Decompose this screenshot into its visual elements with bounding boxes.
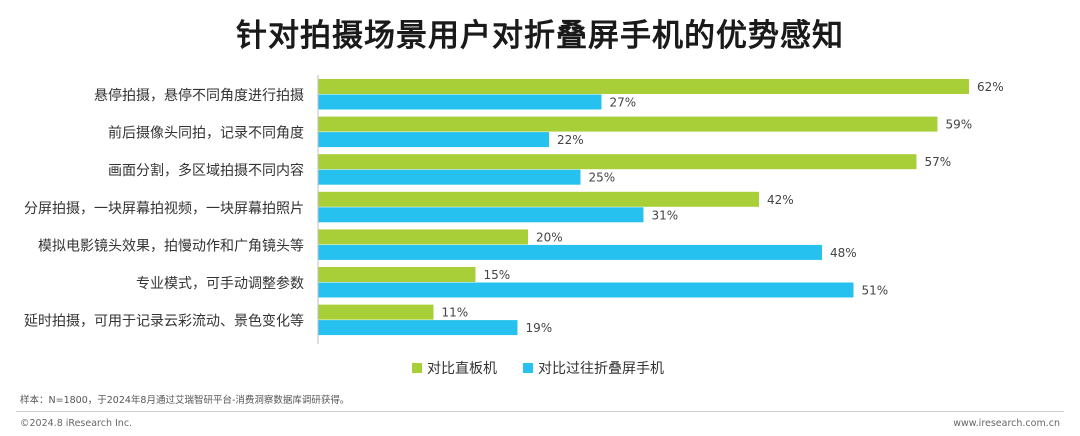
category-label: 悬停拍摄，悬停不同角度进行拍摄	[94, 87, 304, 104]
website-link[interactable]: www.iresearch.com.cn	[953, 418, 1060, 429]
bar-series2	[318, 320, 518, 336]
data-label: 62%	[977, 80, 1004, 94]
bar-series2	[318, 282, 854, 298]
footer-divider	[16, 411, 1064, 412]
bar-series1	[318, 304, 434, 320]
category-label: 分屏拍摄，一块屏幕拍视频，一块屏幕拍照片	[24, 201, 304, 217]
category-label: 模拟电影镜头效果，拍慢动作和广角镜头等	[38, 237, 304, 254]
data-label: 20%	[536, 230, 563, 244]
data-label: 48%	[830, 246, 857, 260]
data-label: 15%	[484, 268, 511, 282]
legend-swatch	[523, 363, 533, 373]
data-label: 22%	[557, 133, 584, 147]
bar-series2	[318, 207, 644, 223]
bar-series1	[318, 267, 476, 282]
legend-label: 对比过往折叠屏手机	[538, 361, 664, 377]
bar-series2	[318, 244, 822, 260]
bar-series1	[318, 154, 917, 170]
data-label: 27%	[610, 96, 637, 110]
chart-title: 针对拍摄场景用户对折叠屏手机的优势感知	[236, 18, 844, 54]
bar-series2	[318, 94, 602, 110]
data-label: 19%	[526, 321, 553, 335]
category-label: 前后摄像头同拍，记录不同角度	[108, 125, 304, 142]
data-label: 31%	[652, 208, 679, 222]
data-label: 57%	[925, 155, 952, 169]
legend-swatch	[412, 363, 422, 373]
bar-series1	[318, 229, 528, 245]
data-label: 11%	[442, 306, 469, 320]
category-label: 画面分割，多区域拍摄不同内容	[108, 162, 304, 179]
bar-series2	[318, 169, 581, 185]
copyright-text: ©2024.8 iResearch Inc.	[20, 418, 133, 429]
category-label: 延时拍摄，可用于记录云彩流动、景色变化等	[24, 313, 304, 330]
bar-series1	[318, 116, 938, 132]
data-label: 42%	[767, 193, 794, 207]
category-label: 专业模式，可手动调整参数	[136, 275, 304, 292]
legend-label: 对比直板机	[427, 360, 497, 377]
bar-series1	[318, 191, 759, 207]
data-label: 59%	[946, 118, 973, 132]
data-label: 51%	[862, 284, 889, 298]
bar-series1	[318, 79, 969, 94]
sample-footnote: 样本：N=1800，于2024年8月通过艾瑞智研平台-消费洞察数据库调研获得。	[20, 395, 350, 406]
data-label: 25%	[589, 171, 616, 185]
bar-series2	[318, 132, 549, 148]
